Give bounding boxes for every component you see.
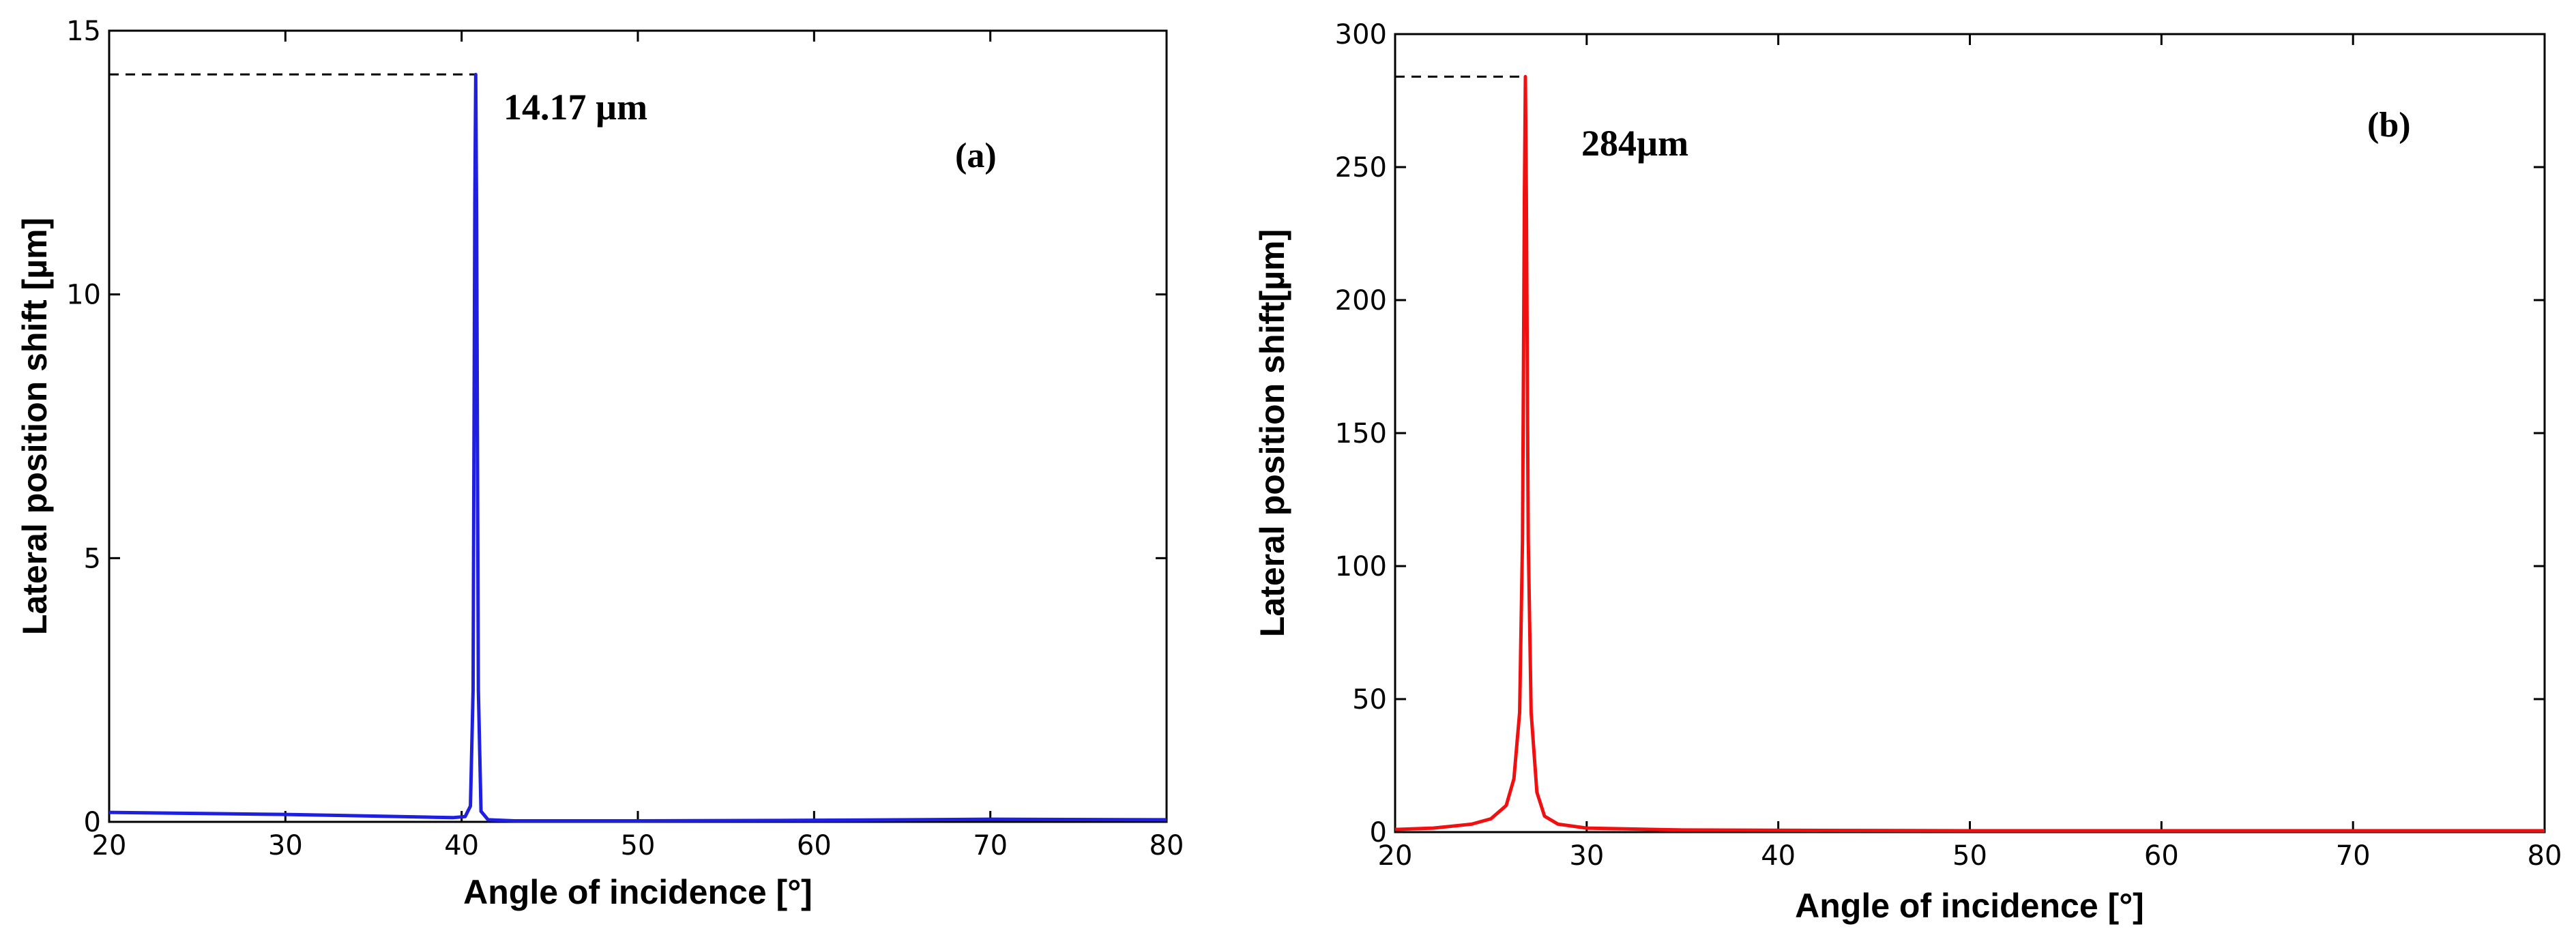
x-tick-label: 80 bbox=[2528, 840, 2562, 872]
y-tick-label: 150 bbox=[1335, 418, 1387, 449]
y-tick-label: 250 bbox=[1335, 152, 1387, 183]
x-axis-label-b: Angle of incidence [°] bbox=[1795, 887, 2144, 925]
series-line-a bbox=[108, 72, 1167, 823]
x-tick-label: 20 bbox=[1378, 840, 1413, 872]
y-tick-label: 200 bbox=[1335, 285, 1387, 316]
tick-marks-a bbox=[108, 29, 1168, 823]
tick-labels-a: 20 30 40 50 60 70 80 0 5 10 15 bbox=[66, 16, 1184, 861]
x-tick-label: 50 bbox=[1952, 840, 1987, 872]
series-line-b bbox=[1394, 74, 2545, 833]
x-tick-label: 30 bbox=[268, 830, 303, 861]
y-tick-label: 100 bbox=[1335, 551, 1387, 582]
plot-frame-b bbox=[1394, 33, 2546, 833]
x-tick-label: 20 bbox=[92, 830, 127, 861]
y-tick-label: 15 bbox=[66, 16, 101, 47]
y-tick-label: 10 bbox=[66, 280, 101, 311]
peak-annotation-a: 14.17 µm bbox=[503, 87, 647, 128]
y-tick-label: 0 bbox=[84, 807, 101, 838]
x-axis-label-a: Angle of incidence [°] bbox=[463, 873, 813, 911]
tick-marks-b bbox=[1394, 33, 2546, 833]
x-tick-label: 40 bbox=[444, 830, 479, 861]
y-axis-label-a: Lateral position shift [µm] bbox=[16, 218, 54, 635]
chart-panel-b: 20 30 40 50 60 70 80 0 50 100 150 200 250 300 284µm (… bbox=[1253, 19, 2562, 925]
x-tick-label: 70 bbox=[973, 830, 1008, 861]
panel-label-a: (a) bbox=[955, 136, 997, 175]
x-tick-label: 80 bbox=[1150, 830, 1184, 861]
chart-panel-a: 20 30 40 50 60 70 80 0 5 10 15 14.17 µm (a) Angle … bbox=[16, 16, 1184, 911]
y-tick-label: 300 bbox=[1335, 19, 1387, 50]
y-tick-label: 0 bbox=[1370, 817, 1387, 848]
y-tick-label: 5 bbox=[84, 543, 101, 574]
x-tick-label: 40 bbox=[1761, 840, 1796, 872]
tick-labels-b: 20 30 40 50 60 70 80 0 50 100 150 200 250 300 bbox=[1335, 19, 2562, 872]
x-tick-label: 70 bbox=[2336, 840, 2371, 872]
x-tick-label: 60 bbox=[2144, 840, 2179, 872]
panel-label-b: (b) bbox=[2367, 106, 2411, 145]
plot-frame-a bbox=[108, 29, 1168, 823]
peak-annotation-b: 284µm bbox=[1581, 123, 1688, 164]
x-tick-label: 50 bbox=[621, 830, 656, 861]
x-tick-label: 60 bbox=[797, 830, 832, 861]
y-tick-label: 50 bbox=[1352, 684, 1387, 715]
x-tick-label: 30 bbox=[1569, 840, 1604, 872]
y-axis-label-b: Lateral position shift[µm] bbox=[1253, 229, 1291, 637]
